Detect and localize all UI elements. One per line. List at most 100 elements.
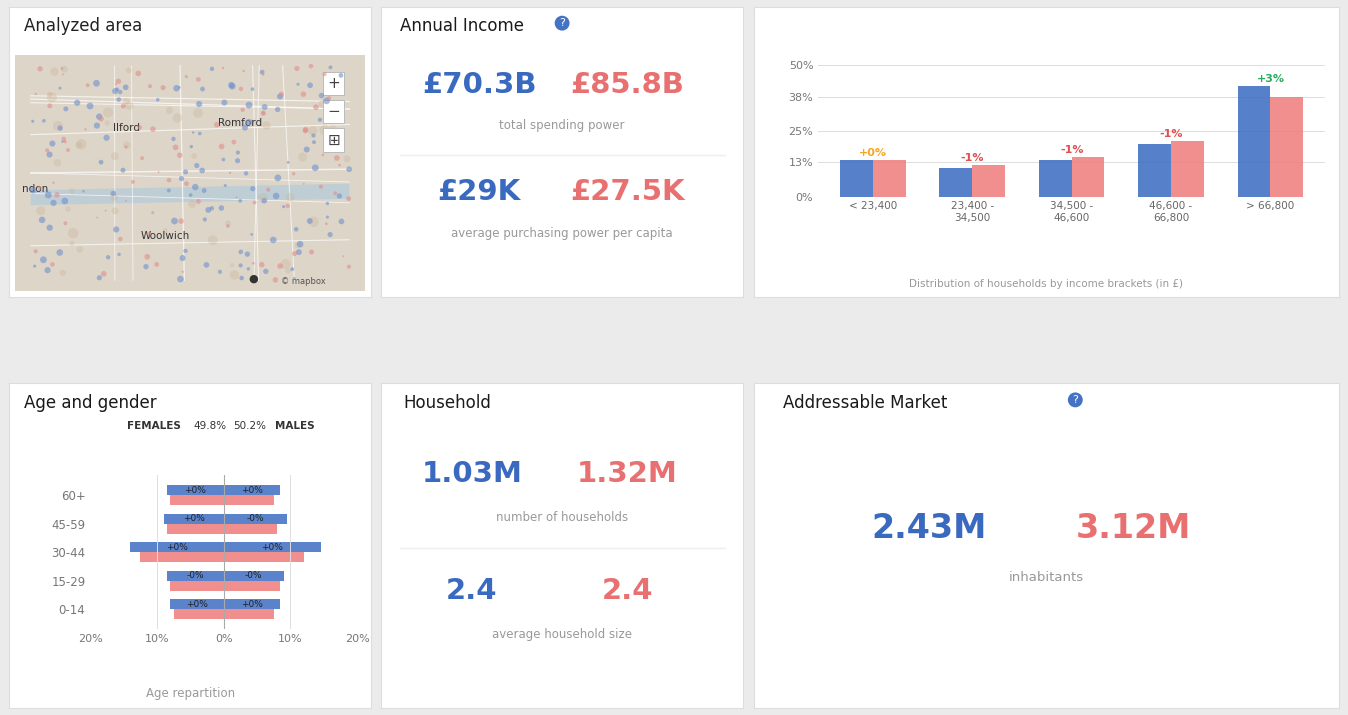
Text: −: − <box>328 104 340 119</box>
Point <box>158 184 179 196</box>
Point <box>163 133 185 144</box>
Point <box>116 96 137 107</box>
Point <box>253 195 275 207</box>
Point <box>146 259 167 270</box>
Point <box>255 266 276 277</box>
Point <box>23 184 44 196</box>
Point <box>171 266 193 277</box>
Point <box>54 217 75 229</box>
Point <box>55 103 77 114</box>
Point <box>181 141 202 152</box>
Point <box>129 122 151 133</box>
Bar <box>1039 159 1072 197</box>
Point <box>191 83 213 94</box>
Text: +0%: +0% <box>186 600 208 608</box>
Point <box>263 235 284 246</box>
Point <box>53 69 74 80</box>
Point <box>139 228 160 240</box>
Point <box>39 149 61 160</box>
Point <box>267 172 288 184</box>
Point <box>237 263 259 275</box>
Point <box>51 63 73 74</box>
Point <box>54 195 75 207</box>
Point <box>34 115 55 127</box>
Point <box>39 100 61 112</box>
Point <box>93 268 115 280</box>
Bar <box>224 599 280 609</box>
Point <box>305 162 326 174</box>
Point <box>338 261 360 272</box>
Point <box>32 254 54 265</box>
Point <box>297 144 318 155</box>
Point <box>89 272 111 283</box>
Point <box>305 102 326 113</box>
Point <box>295 124 317 135</box>
Point <box>22 116 43 127</box>
Text: +0%: +0% <box>262 543 283 552</box>
Point <box>42 138 63 149</box>
Point <box>220 167 241 179</box>
Point <box>106 84 128 95</box>
Point <box>278 265 299 277</box>
Point <box>231 83 252 94</box>
Point <box>231 272 252 284</box>
Text: +3%: +3% <box>1256 74 1285 84</box>
Point <box>330 216 352 227</box>
Point <box>116 139 137 151</box>
Point <box>183 150 205 162</box>
Point <box>66 97 88 109</box>
Point <box>201 202 222 214</box>
Polygon shape <box>31 184 349 205</box>
Point <box>102 191 124 202</box>
Point <box>39 89 61 100</box>
Bar <box>224 609 274 619</box>
Point <box>319 61 341 73</box>
Point <box>221 79 243 91</box>
Point <box>253 102 275 113</box>
Text: 2.4: 2.4 <box>601 577 652 605</box>
Text: total spending power: total spending power <box>499 119 625 132</box>
Text: 49.8%: 49.8% <box>193 421 226 431</box>
Point <box>46 189 67 200</box>
Point <box>185 182 206 193</box>
Point <box>315 95 337 107</box>
Point <box>47 157 69 169</box>
Text: -0%: -0% <box>245 571 263 581</box>
Point <box>30 205 51 217</box>
Point <box>164 142 186 153</box>
Point <box>291 152 313 163</box>
Point <box>163 215 185 227</box>
Point <box>299 79 321 91</box>
Point <box>43 66 65 77</box>
Point <box>243 117 264 129</box>
Bar <box>1138 144 1171 197</box>
Bar <box>167 485 224 495</box>
Point <box>168 82 190 93</box>
Text: Woolwich: Woolwich <box>142 231 190 241</box>
Text: Addressable Market: Addressable Market <box>783 394 948 412</box>
Point <box>109 233 131 245</box>
Point <box>282 263 303 275</box>
Point <box>170 273 191 285</box>
Point <box>94 205 116 217</box>
Point <box>244 197 266 208</box>
Point <box>139 81 160 92</box>
Point <box>295 125 317 137</box>
Point <box>212 62 233 74</box>
Point <box>148 167 170 178</box>
Point <box>136 251 158 262</box>
Text: Analyzed area: Analyzed area <box>24 17 142 35</box>
Point <box>213 154 235 165</box>
Point <box>251 259 272 270</box>
Point <box>222 137 244 148</box>
Point <box>193 184 214 196</box>
Point <box>104 150 125 162</box>
Point <box>241 183 263 194</box>
Bar <box>224 524 278 534</box>
Point <box>155 225 177 237</box>
Point <box>123 176 144 187</box>
Bar <box>1171 142 1204 197</box>
Point <box>171 252 193 264</box>
Bar <box>1237 86 1270 197</box>
Point <box>86 212 108 223</box>
